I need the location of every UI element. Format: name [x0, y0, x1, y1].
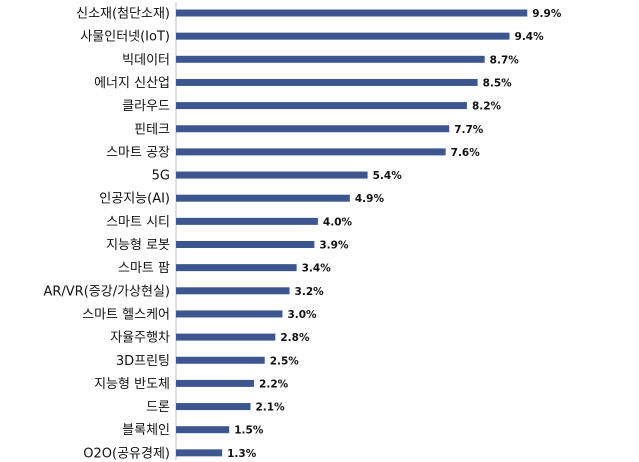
value-label: 3.9%: [319, 240, 349, 252]
category-label: 지능형 로봇: [106, 238, 170, 253]
value-label: 8.7%: [490, 54, 520, 66]
bar: [176, 426, 230, 434]
category-label: 자율주행차: [110, 330, 170, 346]
bar: [176, 125, 450, 133]
category-label: 블록체인: [122, 423, 170, 438]
value-label: 9.9%: [532, 8, 562, 20]
category-label: 스마트 헬스케어: [82, 307, 170, 322]
category-label: 클라우드: [122, 99, 170, 114]
value-label: 3.2%: [295, 286, 325, 298]
value-label: 2.1%: [256, 402, 286, 414]
bar: [176, 379, 255, 387]
value-label: 8.2%: [472, 101, 502, 113]
value-label: 7.6%: [451, 147, 481, 159]
value-label: 4.0%: [323, 216, 353, 228]
value-label: 2.2%: [259, 378, 289, 390]
value-label: 9.4%: [515, 31, 545, 43]
category-label: AR/VR(증강/가상현실): [43, 284, 170, 299]
value-label: 2.5%: [270, 355, 300, 367]
bar: [176, 356, 265, 364]
bar: [176, 241, 315, 248]
value-label: 4.9%: [355, 193, 385, 205]
category-label: 스마트 공장: [106, 145, 170, 160]
bar: [176, 287, 290, 295]
bar: [176, 403, 251, 411]
value-label: 1.5%: [234, 425, 264, 437]
bar: [176, 9, 528, 17]
category-label: 핀테크: [134, 122, 170, 137]
category-label: 스마트 시티: [106, 215, 170, 230]
bar: [176, 171, 368, 179]
bar: [176, 55, 485, 63]
category-label: 빅데이터: [122, 53, 170, 68]
bar: [176, 148, 446, 156]
bar: [176, 102, 467, 110]
bar: [176, 264, 297, 272]
category-label: 신소재(첨단소재): [76, 7, 170, 22]
value-label: 8.5%: [483, 77, 513, 89]
category-label: 사물인터넷(IoT): [80, 30, 170, 45]
category-label: 3D프린팅: [116, 354, 170, 369]
bar-group: 신소재(첨단소재) 9.9% 사물인터넷(IoT) 9.4% 빅데이터 8.7% 에너지 신…: [43, 7, 561, 462]
bar: [176, 217, 318, 225]
bar: [176, 310, 283, 318]
value-label: 7.7%: [454, 124, 484, 136]
bar: [176, 32, 510, 40]
value-label: 5.4%: [373, 170, 403, 182]
category-label: 인공지능(AI): [99, 192, 170, 207]
value-label: 1.3%: [227, 448, 257, 460]
bar: [176, 78, 478, 86]
bar: [176, 194, 350, 202]
category-label: 에너지 신산업: [94, 76, 170, 91]
value-label: 3.4%: [302, 263, 332, 275]
category-label: 지능형 반도체: [94, 377, 170, 392]
category-label: 스마트 팜: [118, 261, 170, 276]
value-label: 3.0%: [287, 309, 317, 321]
category-label: 5G: [152, 169, 170, 184]
category-label: O2O(공유경제): [83, 446, 170, 461]
category-label: 드론: [146, 400, 170, 415]
bar: [176, 333, 276, 341]
value-label: 2.8%: [280, 332, 310, 344]
bar: [176, 449, 223, 457]
